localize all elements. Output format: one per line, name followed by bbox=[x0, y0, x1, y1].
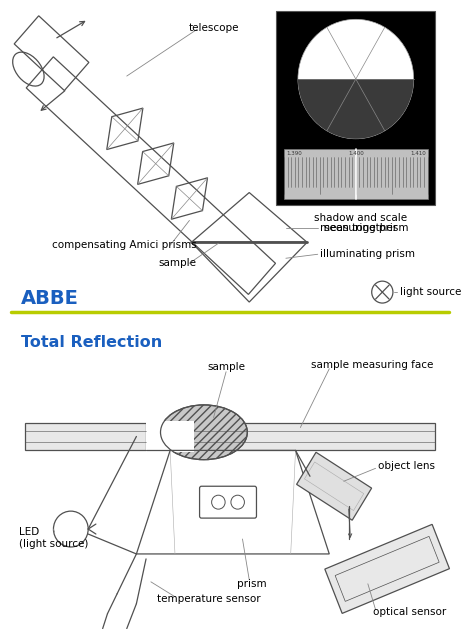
Text: telescope: telescope bbox=[188, 23, 239, 33]
Bar bbox=[194, 423, 435, 450]
Text: LED: LED bbox=[19, 527, 39, 537]
Text: object lens: object lens bbox=[377, 461, 435, 471]
Bar bbox=[26, 423, 146, 450]
Text: light source: light source bbox=[400, 287, 461, 297]
Text: temperature sensor: temperature sensor bbox=[157, 593, 261, 604]
Circle shape bbox=[298, 20, 414, 139]
Text: 1.410: 1.410 bbox=[410, 151, 426, 156]
Text: compensating Amici prisms: compensating Amici prisms bbox=[52, 240, 196, 250]
Text: Total Reflection: Total Reflection bbox=[21, 335, 162, 350]
Text: prism: prism bbox=[237, 579, 267, 589]
Text: sample measuring face: sample measuring face bbox=[311, 360, 434, 370]
Text: (light source): (light source) bbox=[19, 539, 88, 549]
Text: 1.400: 1.400 bbox=[348, 151, 364, 156]
FancyBboxPatch shape bbox=[200, 486, 256, 518]
Text: 1.390: 1.390 bbox=[286, 151, 301, 156]
Polygon shape bbox=[325, 524, 449, 614]
Text: sample: sample bbox=[159, 258, 197, 268]
Polygon shape bbox=[298, 79, 414, 139]
Text: measuring prism: measuring prism bbox=[319, 224, 408, 233]
Bar bbox=[276, 11, 435, 205]
Ellipse shape bbox=[161, 405, 247, 460]
Text: optical sensor: optical sensor bbox=[373, 607, 446, 617]
Text: illuminating prism: illuminating prism bbox=[319, 249, 415, 260]
Text: seen together: seen together bbox=[324, 224, 397, 233]
Text: sample: sample bbox=[207, 362, 245, 372]
Text: ABBE: ABBE bbox=[21, 289, 79, 307]
Text: shadow and scale: shadow and scale bbox=[314, 214, 407, 224]
Polygon shape bbox=[297, 452, 372, 520]
Bar bbox=[146, 421, 194, 452]
Bar bbox=[284, 149, 428, 198]
